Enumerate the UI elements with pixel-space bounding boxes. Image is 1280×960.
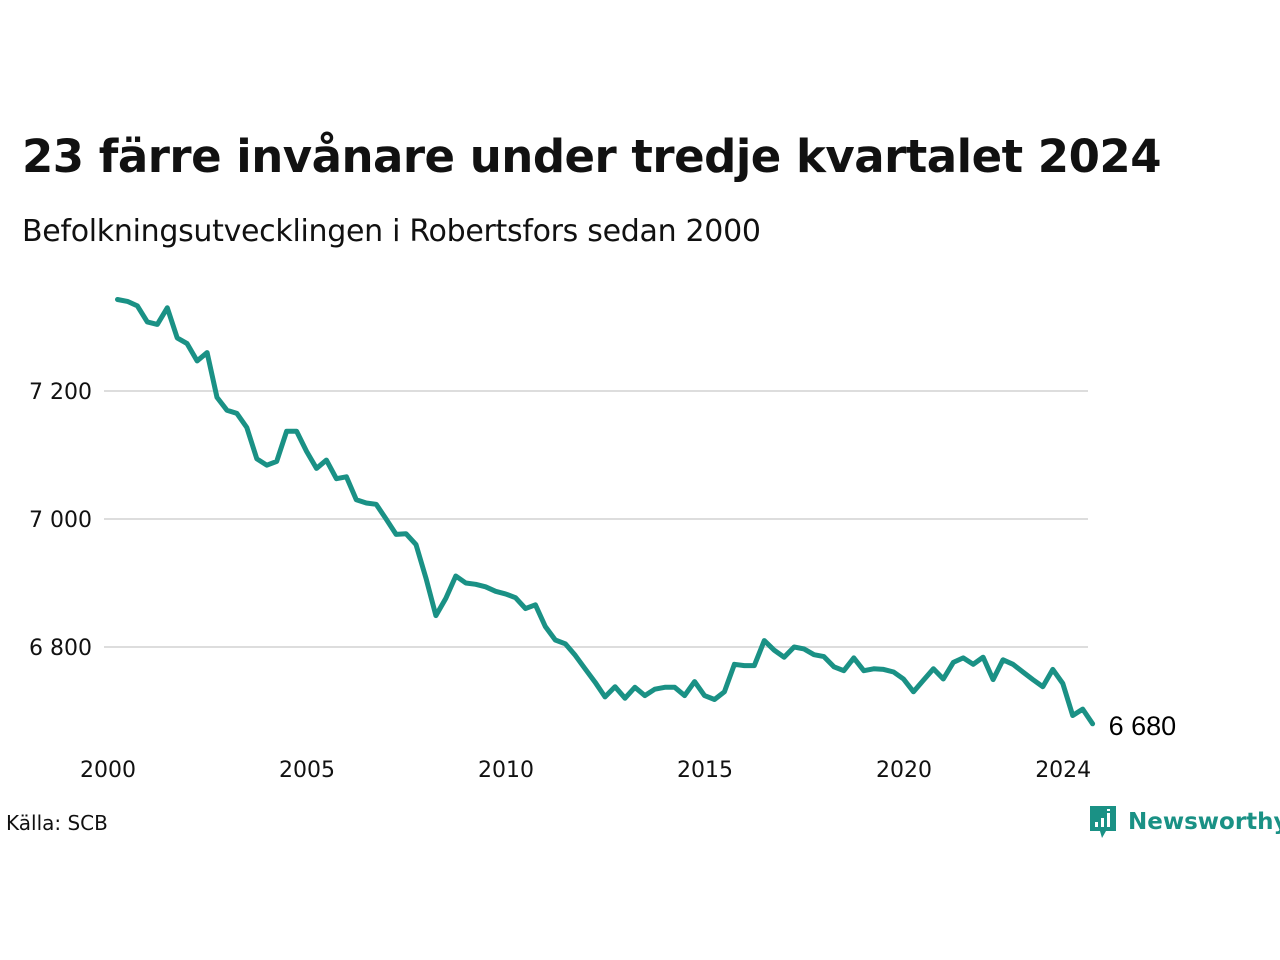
x-tick-label-5: 2024: [1035, 758, 1091, 783]
end-value-label: 6 680: [1109, 711, 1177, 741]
grid-lines: [104, 390, 1088, 648]
x-tick-label-2: 2010: [478, 758, 534, 783]
y-tick-label-1: 7 000: [29, 508, 92, 533]
chart-subtitle: Befolkningsutvecklingen i Robertsfors se…: [22, 214, 761, 249]
x-tick-label-1: 2005: [279, 758, 335, 783]
chart-title: 23 färre invånare under tredje kvartalet…: [22, 130, 1162, 183]
y-axis-ticks: 6 800 7 000 7 200: [29, 380, 92, 661]
x-tick-label-3: 2015: [677, 758, 733, 783]
brand-logo: Newsworthy: [1088, 804, 1280, 840]
y-tick-label-0: 6 800: [29, 636, 92, 661]
source-note: Källa: SCB: [6, 811, 108, 835]
y-tick-label-2: 7 200: [29, 380, 92, 405]
x-tick-label-0: 2000: [80, 758, 136, 783]
brand-name: Newsworthy: [1128, 809, 1280, 835]
x-tick-label-4: 2020: [876, 758, 932, 783]
x-axis-ticks: 2000 2005 2010 2015 2020 2024: [80, 758, 1091, 783]
newsworthy-logo-icon: [1090, 806, 1116, 838]
population-line: [115, 297, 1096, 727]
